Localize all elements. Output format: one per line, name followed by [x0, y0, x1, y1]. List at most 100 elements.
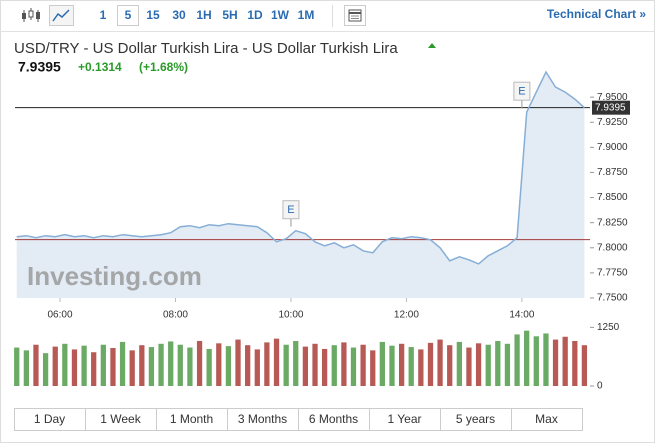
interval-button[interactable]: 1D: [247, 8, 263, 22]
x-tick-label: 12:00: [394, 310, 419, 321]
range-button-label[interactable]: 1 Year: [387, 412, 421, 426]
range-button-label[interactable]: 1 Month: [170, 412, 213, 426]
watermark: Investing.com: [27, 261, 202, 291]
volume-bar: [514, 334, 520, 386]
range-button-label[interactable]: 6 Months: [309, 412, 358, 426]
x-tick-label: 08:00: [163, 310, 188, 321]
interval-button[interactable]: 15: [146, 8, 160, 22]
volume-bar: [62, 343, 68, 386]
last-price: 7.9395: [18, 59, 61, 75]
volume-bar: [350, 347, 357, 386]
interval-button[interactable]: 30: [172, 8, 186, 22]
volume-bar: [52, 346, 58, 386]
y-tick-label: 7.7750: [597, 268, 628, 279]
volume-bar: [225, 346, 232, 386]
y-tick-label: 7.8750: [597, 167, 628, 178]
range-button-label[interactable]: Max: [535, 412, 558, 426]
volume-bar: [206, 348, 212, 386]
volume-bar: [302, 346, 309, 386]
volume-bar: [447, 345, 453, 386]
volume-bar: [158, 343, 164, 386]
volume-bar: [398, 343, 405, 386]
interval-button[interactable]: 1: [100, 8, 107, 22]
volume-bar: [91, 352, 97, 386]
range-button-label[interactable]: 5 years: [456, 412, 495, 426]
volume-y-tick-label: 0: [597, 381, 603, 392]
volume-bar: [119, 341, 126, 386]
volume-bar: [552, 339, 559, 386]
technical-chart-link[interactable]: Technical Chart »: [547, 7, 646, 21]
candle-icon-button[interactable]: [22, 8, 40, 22]
volume-bar: [370, 350, 376, 386]
volume-bar: [485, 344, 491, 386]
volume-bar: [81, 345, 87, 386]
volume-bar: [437, 339, 443, 386]
calendar-icon-button[interactable]: [344, 5, 366, 26]
event-marker[interactable]: [282, 200, 300, 220]
volume-bar: [581, 345, 588, 386]
selected-interval-box: [117, 5, 139, 26]
volume-bar: [245, 345, 251, 386]
volume-bar: [321, 348, 328, 386]
last-price-tag-label: 7.9395: [595, 102, 626, 113]
interval-button[interactable]: 1H: [196, 8, 211, 22]
volume-bar: [23, 350, 30, 386]
volume-bar: [216, 343, 222, 386]
last-price-tag: [592, 100, 630, 115]
volume-bar: [543, 333, 549, 386]
volume-bar: [562, 336, 568, 386]
interval-button[interactable]: 1M: [298, 8, 315, 22]
volume-bar: [177, 344, 183, 386]
event-marker[interactable]: [513, 81, 531, 101]
instrument-title: USD/TRY - US Dollar Turkish Lira - US Do…: [14, 40, 398, 57]
volume-bar: [42, 353, 49, 386]
volume-bar: [293, 340, 299, 386]
range-button-label[interactable]: 1 Day: [34, 412, 65, 426]
y-tick-label: 7.8500: [597, 192, 628, 203]
price-change: +0.1314: [78, 60, 122, 74]
price-area: [16, 72, 585, 298]
interval-button[interactable]: 5H: [222, 8, 237, 22]
volume-bar: [379, 341, 385, 386]
interval-button[interactable]: 5: [125, 8, 132, 22]
y-tick-label: 7.7500: [597, 293, 628, 304]
volume-bar: [572, 340, 578, 386]
volume-bar: [273, 338, 280, 386]
volume-bar: [312, 343, 318, 386]
volume-bar: [418, 349, 424, 386]
line-icon-button[interactable]: [49, 5, 74, 26]
y-tick-label: 7.8000: [597, 242, 628, 253]
price-change-percent: (+1.68%): [139, 60, 188, 74]
volume-bar: [408, 347, 414, 386]
x-tick-label: 14:00: [509, 310, 534, 321]
x-tick-label: 10:00: [278, 310, 303, 321]
volume-y-tick-label: 1250: [597, 322, 620, 333]
volume-bar: [196, 340, 203, 386]
volume-bar: [187, 347, 193, 386]
event-marker-label: E: [518, 86, 525, 98]
up-arrow: [428, 43, 436, 48]
range-button[interactable]: [511, 408, 583, 431]
volume-bar: [475, 343, 482, 386]
y-tick-label: 7.9000: [597, 142, 628, 153]
volume-bar: [456, 341, 462, 386]
range-button-label[interactable]: 3 Months: [238, 412, 287, 426]
volume-bar: [283, 344, 289, 386]
volume-bar: [235, 339, 241, 386]
volume-bar: [466, 347, 472, 386]
volume-bar: [148, 347, 155, 386]
y-tick-label: 7.8250: [597, 217, 628, 228]
volume-bar: [100, 344, 106, 386]
volume-bar: [264, 342, 270, 386]
range-button-label[interactable]: 1 Week: [100, 412, 141, 426]
volume-bar: [14, 347, 20, 386]
y-tick-label: 7.9250: [597, 117, 628, 128]
volume-bar: [524, 330, 530, 386]
volume-bar: [168, 341, 174, 386]
x-tick-label: 06:00: [48, 310, 73, 321]
interval-button[interactable]: 1W: [271, 8, 290, 22]
volume-bar: [71, 349, 78, 386]
volume-bar: [533, 336, 539, 386]
volume-bar: [427, 342, 434, 386]
